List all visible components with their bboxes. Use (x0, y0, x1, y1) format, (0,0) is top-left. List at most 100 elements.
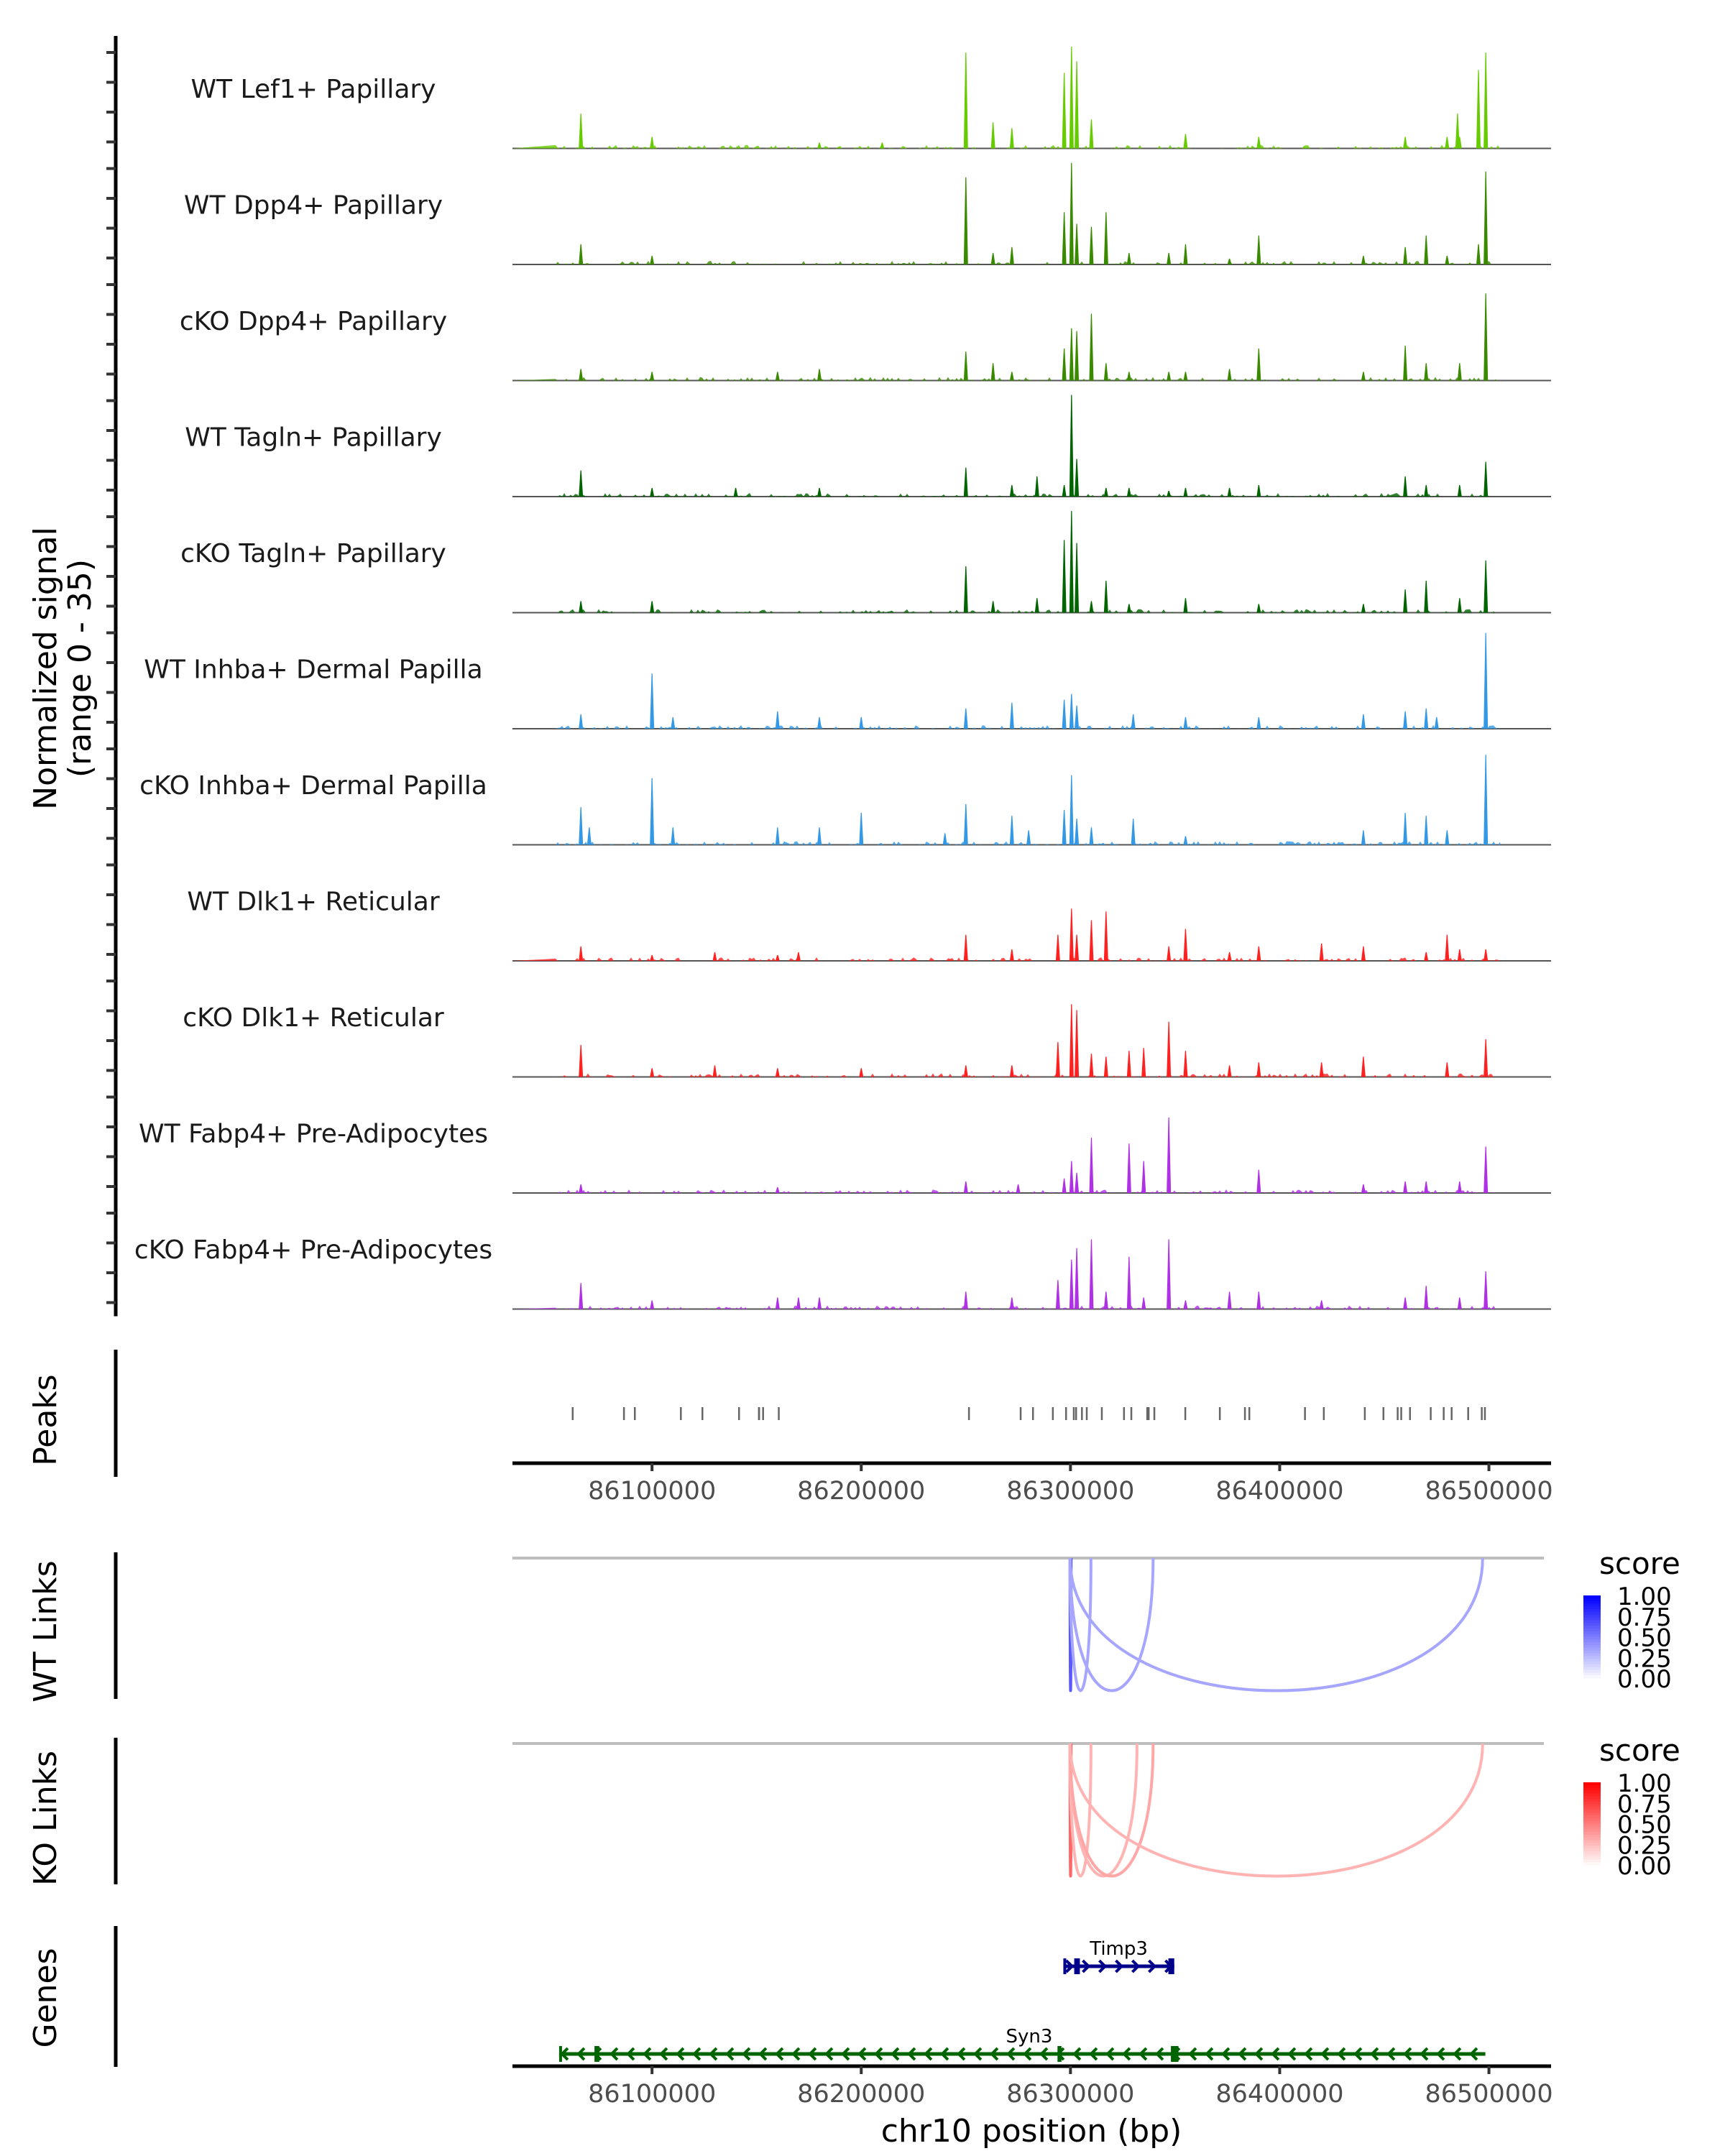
peak-region (1075, 1407, 1077, 1420)
link-arc (1068, 1743, 1155, 1878)
signal-peak (1069, 1004, 1074, 1077)
legend-colorbar-segment (1583, 1853, 1601, 1857)
signal-peak (1484, 1271, 1489, 1309)
signal-peak (1009, 128, 1014, 149)
legend-tick-label: 1.00 (1617, 1583, 1672, 1611)
legend-tick-label: 0.00 (1617, 1852, 1672, 1881)
peak-region (1409, 1407, 1412, 1420)
track-label: WT Lef1+ Papillary (191, 75, 436, 104)
strand-chevron-left-icon (676, 2047, 685, 2061)
signal-peak (1016, 1184, 1021, 1193)
peak-region (1052, 1407, 1054, 1420)
peak-region (1218, 1407, 1221, 1420)
x-tick-label: 86100000 (588, 2080, 716, 2109)
legend-colorbar-segment (1583, 1623, 1601, 1626)
signal-peak (1009, 702, 1014, 729)
legend-colorbar-segment (1583, 1829, 1601, 1833)
legend-colorbar-segment (1583, 1647, 1601, 1651)
signal-peak (1062, 540, 1067, 613)
signal-peak (1089, 920, 1094, 961)
strand-chevron-left-icon (1337, 2047, 1346, 2061)
signal-peak (1227, 369, 1232, 381)
peak-region (1382, 1407, 1385, 1420)
strand-chevron-left-icon (1287, 2047, 1297, 2061)
signal-noise (512, 957, 1501, 961)
signal-peak (1445, 1062, 1450, 1077)
signal-peak (1424, 1286, 1429, 1309)
gene-exon (1168, 1958, 1174, 1974)
signal-peak (775, 954, 780, 961)
peak-region (1081, 1407, 1083, 1420)
signal-peak (1457, 1181, 1462, 1193)
signal-peak (990, 252, 995, 264)
signal-peak (1424, 1181, 1429, 1193)
strand-chevron-left-icon (891, 2047, 900, 2061)
legend-colorbar-segment (1583, 1600, 1601, 1604)
signal-peak (1484, 560, 1489, 613)
strand-chevron-left-icon (1238, 2047, 1247, 2061)
signal-peak (650, 778, 655, 845)
strand-chevron-left-icon (709, 2047, 718, 2061)
signal-peak (1361, 714, 1366, 729)
signal-peak (1183, 134, 1188, 149)
signal-peak (650, 1300, 655, 1309)
signal-peak (1424, 581, 1429, 613)
peak-region (1467, 1407, 1469, 1420)
legend-colorbar-segment (1583, 1656, 1601, 1659)
legend-colorbar-segment (1583, 1793, 1601, 1797)
signal-peak (1319, 1300, 1324, 1309)
genes-panel: Timp3 Syn3 (114, 1926, 1486, 2067)
signal-peak (1009, 816, 1014, 845)
signal-peak (1069, 511, 1074, 613)
strand-chevron-left-icon (1271, 2047, 1280, 2061)
peak-region (758, 1407, 760, 1420)
strand-chevron-left-icon (576, 2047, 586, 2061)
signal-peak (1089, 601, 1094, 613)
x-axis-top: 86100000 86200000 86300000 86400000 86500000 (512, 1461, 1553, 1506)
signal-peak (1256, 604, 1261, 613)
x-tick-label: 86300000 (1006, 1477, 1134, 1506)
signal-peak (817, 487, 822, 497)
gene-timp3: Timp3 (1063, 1938, 1174, 1974)
x-tick-label: 86100000 (588, 1477, 716, 1506)
peak-region (571, 1407, 574, 1420)
signal-peak (1183, 487, 1188, 497)
signal-peak (1403, 137, 1408, 149)
signal-peak (579, 601, 584, 613)
signal-peak (1069, 1161, 1074, 1193)
signal-peak (1103, 363, 1108, 381)
signal-peak (579, 1184, 584, 1193)
signal-peak (880, 142, 885, 149)
signal-peak (1009, 372, 1014, 381)
signal-peak (1075, 705, 1080, 729)
legend-colorbar-segment (1583, 1620, 1601, 1623)
legend-colorbar-segment (1583, 1826, 1601, 1830)
signal-peak (1256, 717, 1261, 729)
signal-peak (586, 827, 592, 845)
gene-exon (1074, 1958, 1080, 1974)
legend-colorbar-segment (1583, 1653, 1601, 1657)
peak-region (1085, 1407, 1088, 1420)
peaks-track-label: Peaks (27, 1374, 64, 1465)
gene-name-label: Syn3 (1006, 2026, 1053, 2047)
signal-peak (1476, 244, 1481, 264)
legend-colorbar-segment (1583, 1810, 1601, 1813)
signal-peak (1009, 949, 1014, 961)
signal-peak (1183, 244, 1188, 264)
signal-peak (1227, 487, 1232, 497)
peak-region (1072, 1407, 1075, 1420)
legend-colorbar-segment (1583, 1848, 1601, 1852)
legend-colorbar-segment (1583, 1672, 1601, 1676)
signal-peak (1167, 1021, 1172, 1077)
strand-chevron-left-icon (1320, 2047, 1330, 2061)
track-label: WT Dlk1+ Reticular (187, 888, 439, 917)
x-tick-label: 86400000 (1215, 2080, 1343, 2109)
signal-peak (1256, 1291, 1261, 1309)
signal-peak (650, 372, 655, 381)
strand-chevron-left-icon (1221, 2047, 1230, 2061)
strand-chevron-left-icon (791, 2047, 801, 2061)
signal-peak (817, 369, 822, 381)
strand-chevron-left-icon (857, 2047, 867, 2061)
signal-peak (1457, 484, 1462, 497)
legend-colorbar-segment (1583, 1598, 1601, 1602)
